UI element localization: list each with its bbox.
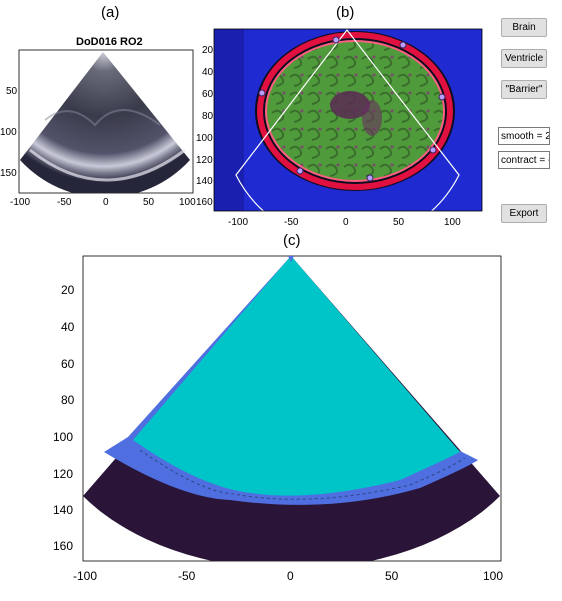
panel-a-ytick: 150 (0, 168, 17, 179)
panel-b-xtick: -100 (228, 217, 249, 228)
panel-b-xtick: 100 (444, 217, 461, 228)
brain-button[interactable]: Brain (501, 18, 547, 37)
export-button[interactable]: Export (501, 204, 547, 223)
panel-a-ytick: 50 (6, 86, 18, 97)
panel-c-ytick: 100 (53, 430, 74, 444)
panel-c-ytick: 120 (53, 467, 74, 481)
panel-c-xtick: 50 (385, 569, 399, 583)
panel-b-ytick: 160 (196, 197, 213, 208)
panel-c-label: (c) (283, 232, 301, 249)
panel-c-ytick: 40 (61, 320, 75, 334)
panel-a-label: (a) (101, 4, 120, 21)
panel-a-ytick: 100 (0, 127, 17, 138)
smooth-field[interactable]: smooth = 2 (498, 127, 550, 145)
panel-c-ytick: 20 (61, 283, 75, 297)
contract-field[interactable]: contract = - (498, 151, 550, 169)
panel-a-title: DoD016 RO2 (76, 36, 143, 48)
panel-c-xtick: 100 (483, 569, 504, 583)
panel-c-ytick: 80 (61, 393, 75, 407)
panel-c-xtick: -50 (178, 569, 196, 583)
panel-b-ytick: 100 (196, 133, 213, 144)
panel-c-xtick: -100 (73, 569, 98, 583)
panel-b-ytick: 120 (196, 155, 213, 166)
panel-a-xtick: -50 (57, 197, 72, 208)
panel-b-ytick: 20 (202, 45, 214, 56)
panel-b-ytick: 80 (202, 111, 214, 122)
ventricle-button[interactable]: Ventricle (501, 49, 547, 68)
panel-c-ytick: 160 (53, 539, 74, 553)
panel-b-ytick: 40 (202, 67, 214, 78)
field-of-view-wedge (235, 29, 460, 211)
panel-c-ytick: 60 (61, 357, 75, 371)
ultrasound-sector (20, 52, 190, 193)
panel-b-xtick: 0 (343, 217, 349, 228)
panel-a-xtick: 0 (103, 197, 109, 208)
barrier-button[interactable]: "Barrier" (501, 80, 547, 99)
panel-b-label: (b) (336, 4, 355, 21)
panel-b-ytick: 140 (196, 176, 213, 187)
segmentation-inner-region (133, 256, 460, 496)
panel-a-xtick: 50 (143, 197, 155, 208)
panel-b-xtick: 50 (393, 217, 405, 228)
panel-b-xtick: -50 (284, 217, 299, 228)
panel-b-ytick: 60 (202, 89, 214, 100)
panel-a-xtick: -100 (10, 197, 31, 208)
panel-c-xtick: 0 (287, 569, 294, 583)
panel-c-ytick: 140 (53, 503, 74, 517)
panel-a-xtick: 100 (179, 197, 196, 208)
